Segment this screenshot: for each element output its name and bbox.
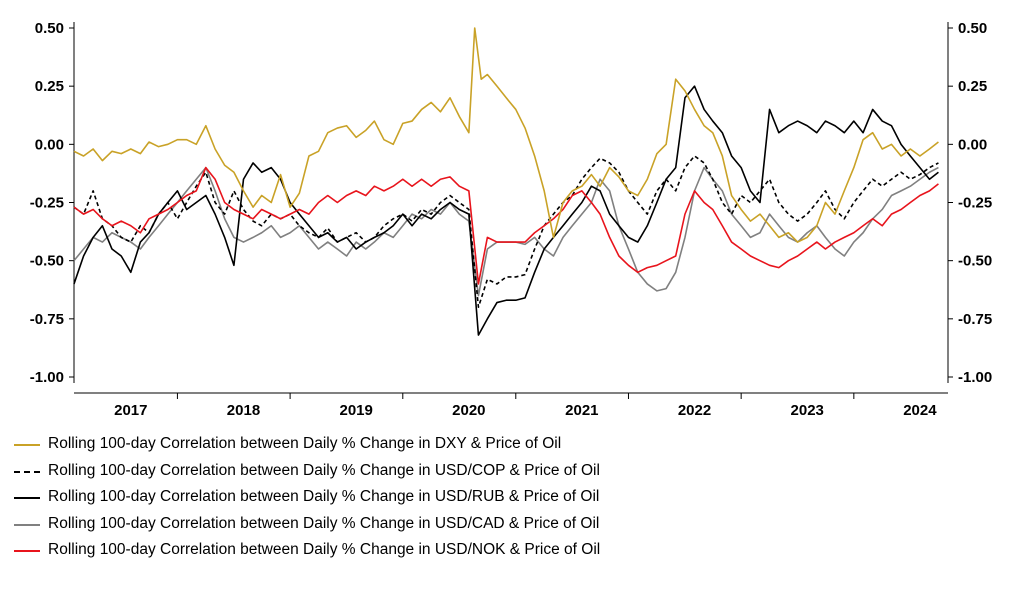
y-tick-label-left: 0.00 <box>35 136 64 153</box>
legend-swatch-usdcad <box>14 523 40 526</box>
y-tick-label-left: -0.50 <box>30 253 64 270</box>
y-tick-label-left: 0.25 <box>35 78 64 95</box>
y-tick-label-right: -1.00 <box>958 369 992 386</box>
x-tick-label: 2021 <box>565 402 598 419</box>
legend-swatch-dxy <box>14 444 40 446</box>
y-tick-label-left: -0.25 <box>30 195 64 212</box>
x-tick-label: 2023 <box>791 402 824 419</box>
chart-axes <box>69 22 953 399</box>
legend-label-dxy: Rolling 100-day Correlation between Dail… <box>48 435 562 452</box>
y-tick-label-left: -0.75 <box>30 311 64 328</box>
chart-tick-labels: 0.50 0.50 0.25 0.25 0.00 0.00 -0.25 -0.25 -0.50 -… <box>30 20 992 419</box>
legend-swatch-usdcop <box>14 470 40 473</box>
series-line-4 <box>73 166 939 285</box>
series-line-3 <box>73 166 939 297</box>
y-tick-label-right: -0.75 <box>958 311 992 328</box>
x-tick-label: 2024 <box>903 402 937 419</box>
x-tick-label: 2017 <box>114 402 147 419</box>
chart-series <box>73 27 939 336</box>
legend-label-usdcop: Rolling 100-day Correlation between Dail… <box>48 461 600 479</box>
y-tick-label-right: 0.50 <box>958 20 987 37</box>
legend-label-usdcad: Rolling 100-day Correlation between Dail… <box>48 514 600 532</box>
y-tick-label-right: 0.25 <box>958 78 987 95</box>
y-tick-label-left: -1.00 <box>30 369 64 386</box>
line-chart: 0.50 0.50 0.25 0.25 0.00 0.00 -0.25 -0.25 -0.50 -… <box>30 20 992 419</box>
legend-swatch-usdrub <box>14 497 40 499</box>
legend-label-usdrub: Rolling 100-day Correlation between Dail… <box>48 488 600 505</box>
x-tick-label: 2019 <box>339 402 372 419</box>
y-tick-label-right: -0.50 <box>958 253 992 270</box>
series-line-0 <box>73 27 939 243</box>
x-tick-label: 2018 <box>227 402 260 419</box>
y-tick-label-left: 0.50 <box>35 20 64 37</box>
x-tick-label: 2020 <box>452 402 485 419</box>
y-tick-label-right: 0.00 <box>958 136 987 153</box>
x-tick-label: 2022 <box>678 402 711 419</box>
legend-label-usdnok: Rolling 100-day Correlation between Dail… <box>48 541 601 558</box>
legend-swatch-usdnok <box>14 550 40 552</box>
series-line-2 <box>73 85 939 336</box>
y-tick-label-right: -0.25 <box>958 195 992 212</box>
